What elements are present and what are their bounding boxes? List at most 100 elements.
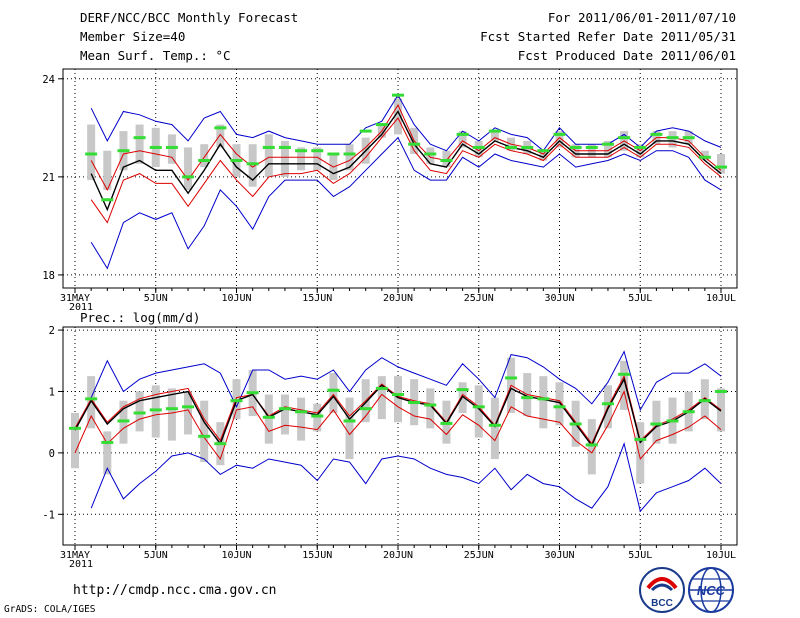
prec-line-mean (74, 377, 722, 447)
prec-spread-box (232, 379, 241, 420)
prec-variable-label: Prec.: log(mm/d) (80, 310, 200, 325)
temp-spread-box (216, 124, 225, 148)
prec-spread-box (539, 376, 548, 429)
temp-line-mean (90, 110, 722, 212)
bcc-logo-text: BCC (651, 598, 673, 609)
temp-spread-box (474, 140, 483, 158)
temp-xtick-label: 10JUN (221, 293, 251, 304)
prec-spread-box (297, 397, 306, 441)
member-size-label: Member Size=40 (80, 29, 186, 44)
ncc-logo: NCC (688, 567, 734, 613)
prec-plot-frame (62, 326, 738, 546)
prec-line-inner-low (74, 390, 722, 461)
source-url[interactable]: http://cmdp.ncc.cma.gov.cn (73, 583, 277, 598)
temp-spread-box (426, 147, 435, 164)
prec-spread-box (394, 376, 402, 423)
prec-spread-box (345, 397, 354, 460)
temp-ytick-label: 24 (42, 74, 55, 86)
temp-line-upper (90, 94, 722, 152)
prec-xtick-label: 31MAY (60, 550, 90, 561)
temp-spread-box (603, 140, 612, 158)
prec-xtick-label: 25JUN (464, 550, 494, 561)
prec-ytick-label: -1 (42, 509, 55, 521)
temp-spread-box (297, 147, 306, 171)
prec-spread-box (135, 391, 144, 432)
temp-spread-box (539, 150, 548, 161)
temp-spread-box (668, 131, 677, 148)
fcst-produced-date: Fcst Produced Date 2011/06/01 (517, 48, 736, 63)
prec-spread-box (280, 394, 289, 435)
prec-spread-box (555, 382, 564, 426)
bcc-logo: BCC (639, 567, 685, 613)
prec-spread-box (184, 391, 193, 435)
temp-spread-box (248, 144, 257, 187)
prec-spread-box (652, 400, 661, 444)
temp-spread-box (264, 134, 273, 177)
prec-spread-box (200, 400, 209, 463)
prec-spread-box (426, 388, 435, 429)
prec-spread-box (620, 360, 629, 410)
temp-spread-box (103, 150, 112, 190)
temp-line-lower (90, 136, 722, 270)
temp-spread-box (345, 144, 354, 171)
temp-spread-box (394, 98, 402, 135)
prec-xtick-label: 2011 (69, 559, 93, 570)
temp-spread-box (555, 131, 564, 148)
prec-line-inner-high (74, 374, 722, 445)
temp-plot-frame (62, 68, 738, 289)
prec-spread-box (103, 431, 112, 475)
temp-xtick-label: 30JUN (544, 293, 574, 304)
ncc-logo-text: NCC (697, 583, 726, 598)
prec-line-upper (90, 350, 722, 412)
prec-xtick-label: 20JUN (383, 550, 413, 561)
temp-line-inner-high (90, 103, 722, 192)
prec-spread-box (636, 422, 645, 484)
grads-credit: GrADS: COLA/IGES (4, 604, 96, 615)
prec-spread-box (490, 397, 499, 460)
temp-xtick-label: 15JUN (302, 293, 332, 304)
fcst-started-date: Fcst Started Refer Date 2011/05/31 (480, 29, 736, 44)
temp-xtick-label: 10JUL (706, 293, 736, 304)
prec-xtick-label: 5JUN (144, 550, 168, 561)
prec-ytick-label: 0 (49, 448, 55, 460)
temp-spread-box (184, 147, 193, 190)
prec-spread-box (587, 419, 596, 475)
forecast-period: For 2011/06/01-2011/07/10 (547, 10, 736, 25)
temp-xtick-label: 25JUN (464, 293, 494, 304)
temp-spread-box (700, 150, 709, 161)
temp-xtick-label: 5JUL (628, 293, 652, 304)
temp-spread-box (167, 134, 176, 164)
prec-spread-box (167, 388, 176, 441)
temp-ytick-label: 21 (42, 172, 55, 184)
prec-line-lower (90, 441, 722, 513)
temp-spread-box (87, 124, 96, 181)
temp-ytick-label: 18 (42, 270, 55, 282)
temp-spread-box (490, 131, 499, 141)
prec-xtick-label: 5JUL (628, 550, 652, 561)
prec-xtick-label: 15JUN (302, 550, 332, 561)
temp-spread-box (280, 140, 289, 177)
temp-variable-label: Mean Surf. Temp.: °C (80, 48, 231, 63)
temp-xtick-label: 31MAY (60, 293, 90, 304)
prec-spread-box (264, 394, 273, 444)
prec-spread-box (329, 373, 338, 413)
temp-spread-box (135, 124, 144, 164)
prec-xtick-label: 30JUN (544, 550, 574, 561)
prec-spread-box (377, 376, 386, 420)
prec-spread-box (71, 412, 79, 469)
prec-spread-box (313, 403, 322, 432)
temp-xtick-label: 5JUN (144, 293, 168, 304)
temp-spread-box (313, 147, 322, 171)
temp-spread-box (442, 150, 451, 168)
temp-xtick-label: 2011 (69, 302, 93, 313)
prec-spread-box (474, 385, 483, 438)
prec-spread-box (717, 388, 725, 432)
prec-xtick-label: 10JUL (706, 550, 736, 561)
temp-spread-box (717, 153, 725, 174)
chart-title: DERF/NCC/BCC Monthly Forecast (80, 10, 299, 25)
temp-spread-box (200, 144, 209, 168)
prec-xtick-label: 10JUN (221, 550, 251, 561)
temp-line-inner-low (90, 117, 722, 224)
prec-ytick-label: 2 (49, 325, 55, 337)
